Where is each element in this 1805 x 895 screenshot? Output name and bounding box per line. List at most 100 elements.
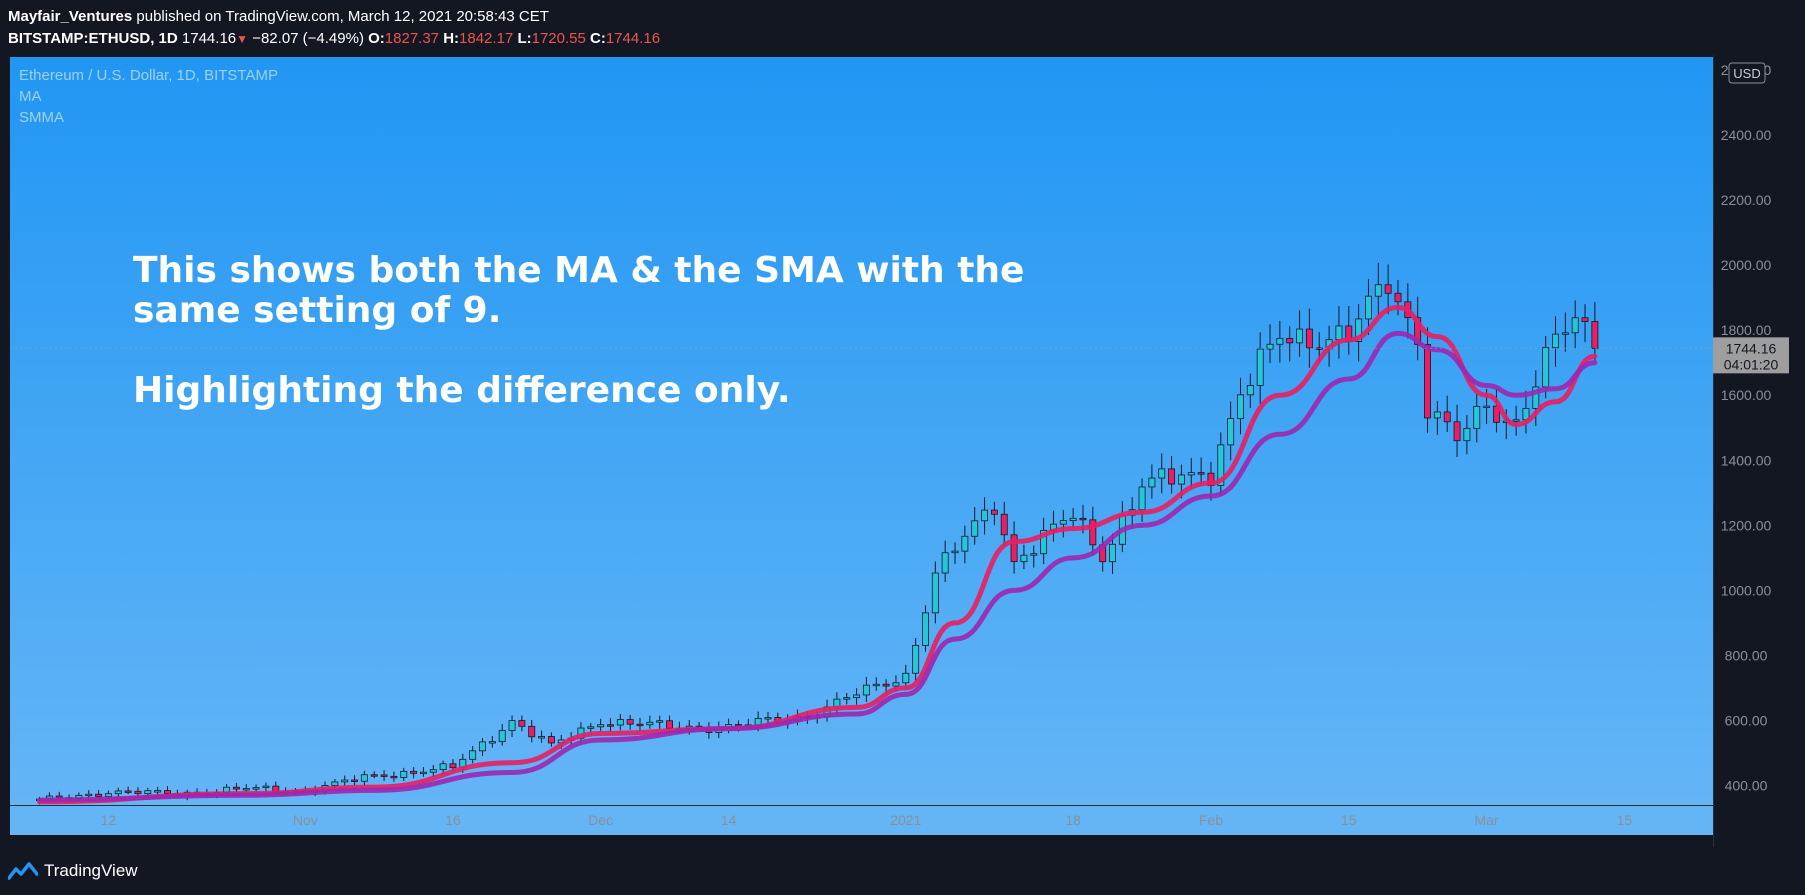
candle <box>1473 393 1481 443</box>
chart-header: Mayfair_Ventures published on TradingVie… <box>8 6 1798 50</box>
candle <box>508 715 516 737</box>
candle <box>390 771 398 782</box>
candle <box>1089 506 1097 556</box>
close-label: C: <box>590 30 606 47</box>
annotation-line-2: same setting of 9. <box>133 290 502 331</box>
candle <box>1187 457 1195 489</box>
candle <box>410 767 418 779</box>
currency-label: USD <box>1733 66 1760 81</box>
candle <box>1168 456 1176 494</box>
time-axis[interactable]: 12 Nov 16 Dec 14 2021 18 Feb 15 Mar 15 <box>10 805 1713 835</box>
candle <box>1463 415 1471 455</box>
last-price: 1744.16 <box>181 30 237 47</box>
chart-legend: Ethereum / U.S. Dollar, 1D, BITSTAMP MA … <box>19 65 278 128</box>
moving-average-layer <box>37 304 1598 805</box>
change-value: −82.07 (−4.49%) <box>252 30 364 47</box>
currency-button[interactable]: USD <box>1728 62 1766 84</box>
candle <box>518 715 526 732</box>
candle <box>1010 521 1018 574</box>
price-tick-label: 1600.00 <box>1721 387 1772 403</box>
price-tick-label: 400.00 <box>1725 777 1768 793</box>
price-tick-label: 1200.00 <box>1721 517 1772 533</box>
legend-item-ma[interactable]: MA <box>19 88 42 105</box>
time-tick-label: Dec <box>588 812 613 828</box>
tradingview-logo-icon <box>8 862 38 880</box>
annotation-line-1: This shows both the MA & the SMA with th… <box>133 250 1025 291</box>
candle <box>843 692 851 705</box>
candle <box>469 745 477 764</box>
candle <box>1424 327 1431 433</box>
candle <box>1492 389 1500 433</box>
smma-line[interactable] <box>37 330 1598 803</box>
close-value: 1744.16 <box>605 30 661 47</box>
price-tick-label: 2400.00 <box>1721 127 1772 143</box>
down-arrow-icon: ▼ <box>236 32 249 46</box>
footer: TradingView <box>8 858 138 884</box>
brand-name[interactable]: TradingView <box>44 861 138 880</box>
high-value: 1842.17 <box>459 30 514 47</box>
candle <box>1237 377 1244 435</box>
candle <box>1227 401 1235 461</box>
candle <box>498 724 506 746</box>
candle <box>1552 316 1559 367</box>
candle <box>971 507 979 545</box>
candle <box>341 775 349 787</box>
candle <box>1148 464 1156 499</box>
candle <box>419 767 427 777</box>
time-tick-label: 16 <box>445 812 461 828</box>
candle <box>1591 301 1599 362</box>
candle <box>1305 308 1313 368</box>
candle <box>124 786 132 795</box>
time-tick-label: 12 <box>101 812 117 828</box>
candle <box>1433 400 1441 435</box>
candle <box>1453 404 1461 458</box>
chart-area[interactable]: 400.00 600.00 800.00 1000.00 1200.00 1400.00 1… <box>8 55 1789 847</box>
candle <box>1276 320 1284 363</box>
time-tick-label: 2021 <box>890 812 921 828</box>
price-tick-label: 2000.00 <box>1721 257 1772 273</box>
ma-line[interactable] <box>37 304 1598 805</box>
candle <box>1030 545 1038 568</box>
candle <box>912 638 920 682</box>
price-tick-label: 1800.00 <box>1721 322 1772 338</box>
chart-annotation: This shows both the MA & the SMA with th… <box>133 251 1024 411</box>
candle <box>764 711 772 725</box>
candle <box>636 717 644 732</box>
candle <box>538 730 546 743</box>
legend-item-smma[interactable]: SMMA <box>19 109 64 126</box>
candle <box>853 688 861 705</box>
time-tick-label: Mar <box>1475 812 1499 828</box>
candle <box>1020 544 1028 570</box>
candle <box>380 770 388 781</box>
candle <box>252 784 260 793</box>
candle <box>931 561 939 624</box>
candle <box>1158 453 1166 494</box>
candle <box>479 738 486 757</box>
candle <box>1256 332 1264 405</box>
candle <box>597 718 605 731</box>
price-tick-label: 2200.00 <box>1721 192 1772 208</box>
countdown-timer: 04:01:20 <box>1724 356 1779 372</box>
candle <box>1217 432 1225 496</box>
ohlc-line: BITSTAMP:ETHUSD, 1D 1744.16▼ −82.07 (−4.… <box>8 28 1798 50</box>
candle <box>262 782 270 793</box>
low-value: 1720.55 <box>531 30 586 47</box>
price-chart[interactable]: 400.00 600.00 800.00 1000.00 1200.00 1400.00 1… <box>8 55 1789 847</box>
candle <box>400 767 408 782</box>
candle <box>528 719 536 743</box>
candle <box>1443 395 1451 433</box>
author-link[interactable]: Mayfair_Ventures <box>8 8 133 25</box>
high-label: H: <box>443 30 460 47</box>
time-tick-label: 14 <box>721 812 737 828</box>
candle <box>646 715 654 729</box>
published-text: published on TradingView.com, March 12, … <box>136 8 549 25</box>
candle <box>981 497 989 535</box>
candle <box>951 542 959 564</box>
price-tick-label: 1000.00 <box>1721 582 1772 598</box>
candle <box>990 501 998 526</box>
open-value: 1827.37 <box>384 30 440 47</box>
candle <box>1571 300 1579 349</box>
publish-info: Mayfair_Ventures published on TradingVie… <box>8 6 1798 28</box>
